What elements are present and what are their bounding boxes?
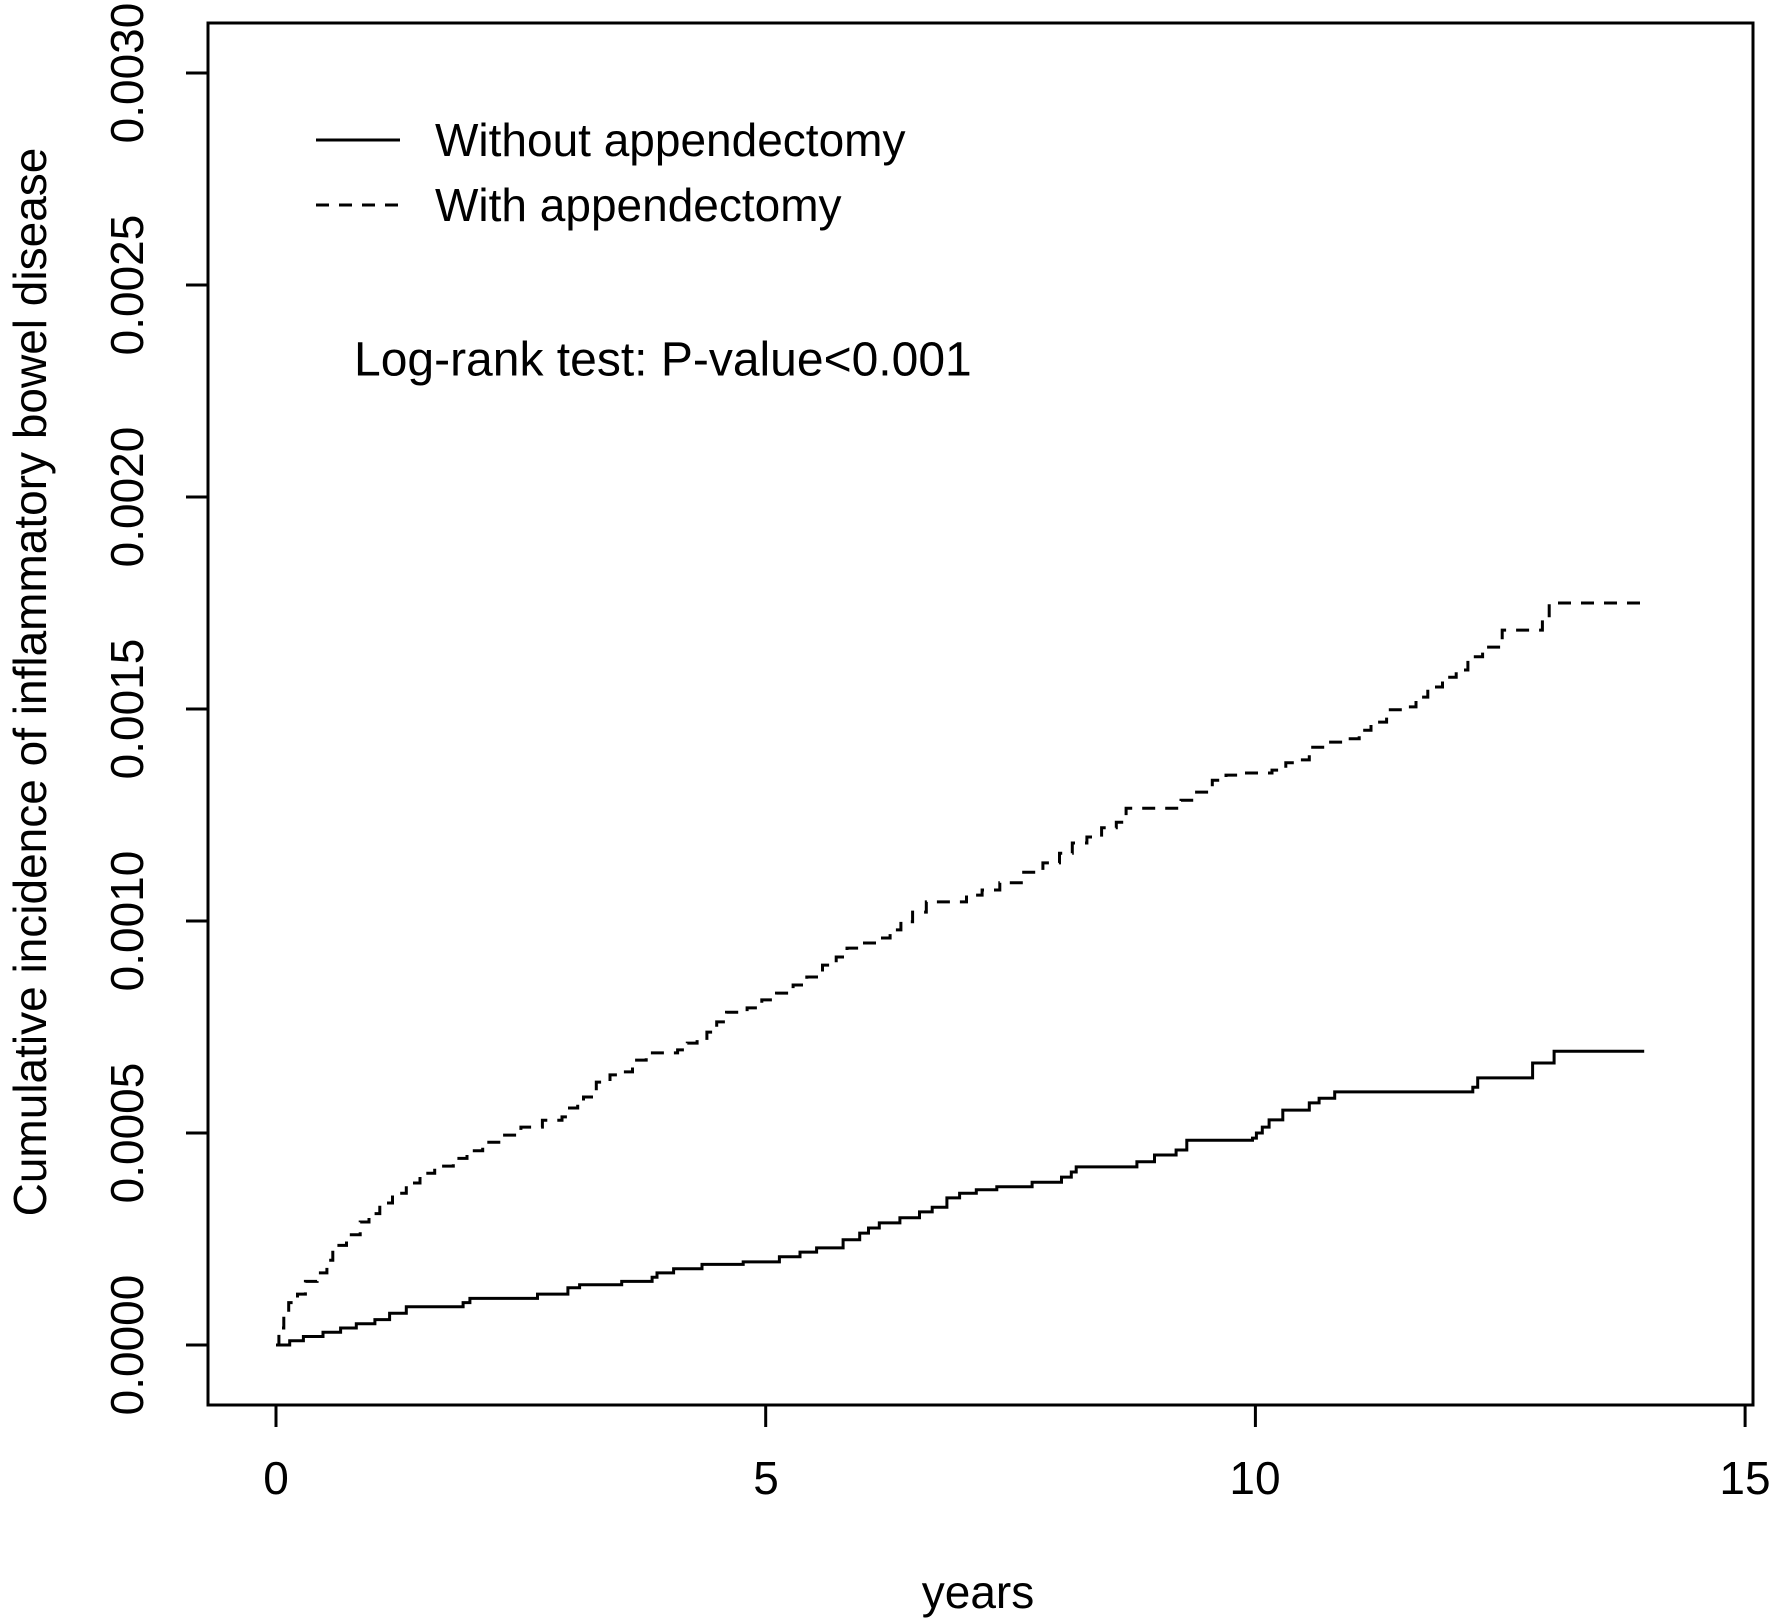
legend-label-without-appendectomy: Without appendectomy — [435, 114, 906, 166]
y-tick-label-0.0025: 0.0025 — [101, 214, 153, 356]
x-tick-label-10: 10 — [1229, 1452, 1281, 1504]
y-tick-label-0.0000: 0.0000 — [101, 1274, 153, 1416]
y-tick-label-0.0020: 0.0020 — [101, 426, 153, 568]
series-path-without-appendectomy — [276, 1049, 1645, 1347]
x-tick-label-0: 0 — [263, 1452, 289, 1504]
x-tick-label-15: 15 — [1719, 1452, 1771, 1504]
x-axis-title: years — [921, 1566, 1035, 1618]
log-rank-annotation: Log-rank test: P-value<0.001 — [354, 333, 972, 387]
y-tick-label-0.0005: 0.0005 — [101, 1062, 153, 1204]
plot-box — [206, 21, 1755, 1407]
y-tick-label-0.0010: 0.0010 — [101, 850, 153, 992]
legend-label-with-appendectomy: With appendectomy — [435, 179, 842, 231]
y-tick-label-0.0030: 0.0030 — [101, 2, 153, 144]
y-tick-label-0.0015: 0.0015 — [101, 638, 153, 780]
y-axis-title: Cumulative incidence of inflammatory bow… — [4, 147, 56, 1217]
series-path-with-appendectomy — [276, 601, 1643, 1347]
x-tick-label-5: 5 — [753, 1452, 779, 1504]
